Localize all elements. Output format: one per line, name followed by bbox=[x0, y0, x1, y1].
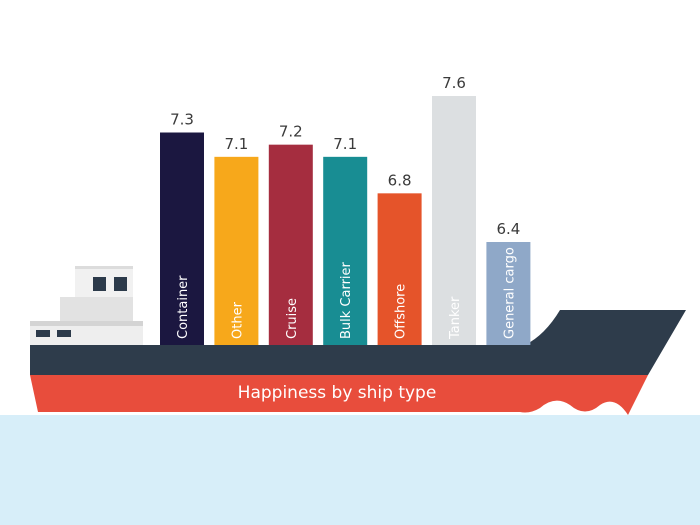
bar bbox=[486, 242, 531, 345]
bar bbox=[214, 156, 259, 345]
bar bbox=[268, 144, 313, 345]
value-label: 7.6 bbox=[442, 74, 466, 92]
category-label: Other bbox=[230, 301, 245, 339]
category-label: Offshore bbox=[394, 284, 409, 339]
category-label: Tanker bbox=[448, 296, 463, 340]
category-label: Cruise bbox=[285, 298, 300, 339]
category-label: Container bbox=[176, 275, 191, 339]
value-label: 7.2 bbox=[279, 123, 303, 141]
value-label: 7.1 bbox=[333, 135, 357, 153]
chart-title: Happiness by ship type bbox=[238, 383, 437, 403]
value-label: 7.1 bbox=[224, 135, 248, 153]
value-label: 6.4 bbox=[496, 220, 520, 238]
value-label: 6.8 bbox=[388, 171, 412, 189]
category-label: General cargo bbox=[502, 247, 517, 339]
bar bbox=[323, 156, 368, 345]
bar bbox=[160, 132, 204, 345]
ship-hull-top bbox=[30, 310, 686, 375]
water bbox=[0, 415, 700, 525]
value-label: 7.3 bbox=[170, 111, 194, 129]
ship-cabin bbox=[30, 266, 143, 345]
ship-hull bbox=[30, 375, 648, 415]
bar bbox=[377, 193, 422, 345]
bar bbox=[432, 96, 476, 345]
category-label: Bulk Carrier bbox=[339, 261, 354, 339]
